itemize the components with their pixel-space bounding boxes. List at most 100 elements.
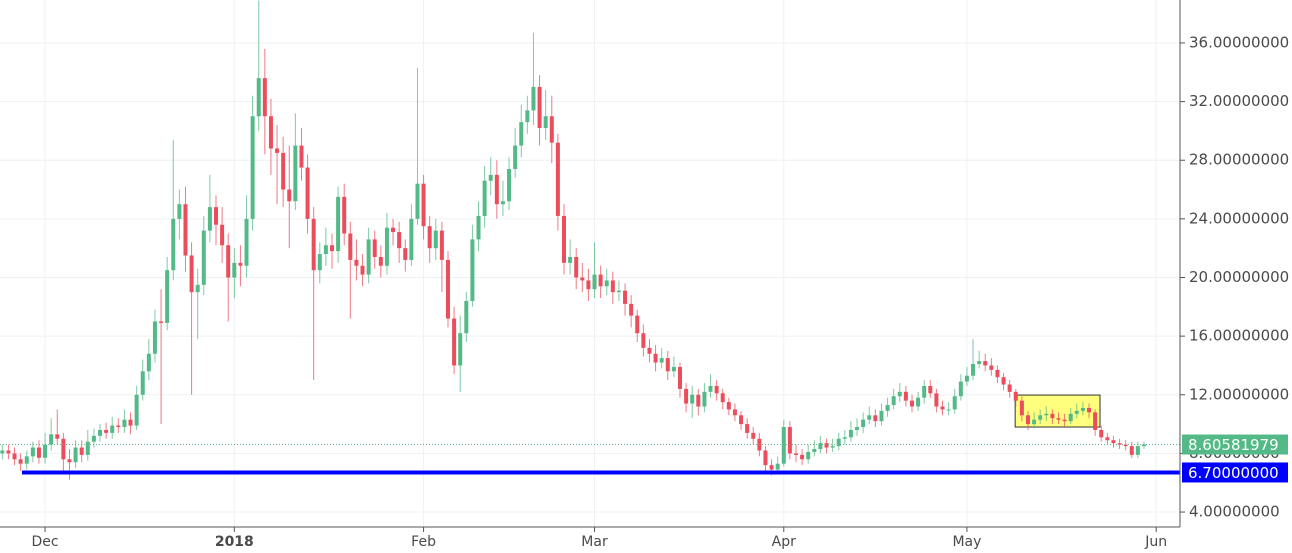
candle-body [824, 443, 829, 448]
candle-body [623, 290, 628, 304]
candle-body [36, 447, 41, 458]
candle-body [30, 447, 35, 457]
candle-body [586, 280, 591, 290]
candle-body [842, 437, 847, 439]
candle-body [159, 321, 164, 323]
x-tick-label: Dec [32, 534, 59, 550]
candle-body [226, 245, 231, 278]
candle-body [568, 256, 573, 263]
candle-body [500, 201, 505, 205]
candle-body [378, 256, 383, 266]
candle-body [525, 110, 530, 123]
candle-body [714, 385, 719, 394]
candle-body [384, 227, 389, 266]
candle-body [995, 369, 1000, 378]
candle-body [580, 277, 585, 281]
candle-body [775, 463, 780, 470]
candle-body [806, 451, 811, 460]
candle-body [1050, 413, 1055, 419]
x-tick-label: May [952, 534, 981, 550]
candle-body [140, 371, 145, 395]
candle-body [1074, 410, 1079, 414]
candle-body [1117, 443, 1122, 445]
candle-body [299, 145, 304, 168]
candle-body [458, 333, 463, 366]
candle-body [885, 405, 890, 411]
candle-body [702, 391, 707, 407]
candle-body [1038, 415, 1043, 420]
candle-body [977, 361, 982, 364]
candle-body [43, 444, 48, 458]
candle-body [696, 394, 701, 407]
candle-body [1080, 407, 1085, 411]
candle-body [1062, 419, 1067, 422]
candle-body [1105, 437, 1110, 441]
candle-body [720, 393, 725, 403]
candle-body [213, 207, 218, 225]
candle-body [781, 427, 786, 464]
candle-body [531, 86, 536, 111]
candle-body [1019, 400, 1024, 416]
candle-body [1111, 440, 1116, 444]
y-tick-label: 12.00000000 [1189, 385, 1289, 403]
candle-body [207, 207, 212, 231]
candle-body [745, 424, 750, 433]
candle-body [537, 86, 542, 128]
candle-body [818, 443, 823, 450]
candle-body [1013, 391, 1018, 401]
candle-body [708, 385, 713, 392]
candle-body [964, 375, 969, 382]
candle-body [317, 254, 322, 271]
candle-body [909, 400, 914, 407]
candle-body [690, 394, 695, 404]
candle-body [726, 402, 731, 410]
candle-body [116, 425, 121, 428]
candle-body [934, 393, 939, 407]
y-tick-label: 20.00000000 [1189, 268, 1289, 286]
candle-body [665, 358, 670, 372]
candle-body [311, 218, 316, 271]
candle-body [751, 432, 756, 439]
candle-body [647, 347, 652, 354]
candle-body [171, 218, 176, 271]
candle-body [561, 215, 566, 263]
candle-body [98, 429, 103, 436]
candle-body [183, 204, 188, 256]
candle-body [244, 218, 249, 266]
y-tick-label: 32.00000000 [1189, 92, 1289, 110]
candle-body [952, 396, 957, 410]
candle-body [1141, 444, 1146, 447]
candle-body [73, 447, 78, 463]
candle-body [983, 361, 988, 366]
candle-body [958, 381, 963, 397]
candle-body [1025, 415, 1030, 425]
candle-body [1044, 413, 1049, 416]
candle-body [6, 450, 11, 454]
y-tick-label: 36.00000000 [1189, 33, 1289, 51]
candle-body [220, 224, 225, 246]
candle-body [641, 333, 646, 348]
candle-body [793, 453, 798, 455]
candle-body [555, 142, 560, 216]
candle-body [1099, 429, 1104, 438]
candle-body [439, 230, 444, 260]
candle-body [1032, 419, 1037, 425]
candle-body [1068, 413, 1073, 422]
candle-body [268, 116, 273, 149]
candle-body [372, 239, 377, 257]
labels: 4.000000008.0000000012.0000000016.000000… [32, 33, 1290, 550]
candle-body [830, 446, 835, 448]
candle-body [1093, 412, 1098, 430]
candle-body [195, 284, 200, 293]
plot-area [0, 0, 1180, 480]
candle-body [409, 218, 414, 260]
candle-body [592, 274, 597, 290]
candle-body [67, 459, 72, 463]
candle-body [262, 78, 267, 117]
candle-body [146, 353, 151, 372]
candle-body [165, 270, 170, 323]
axes [0, 0, 1181, 528]
candle-body [24, 456, 29, 464]
candle-body [464, 300, 469, 334]
candle-body [800, 454, 805, 460]
